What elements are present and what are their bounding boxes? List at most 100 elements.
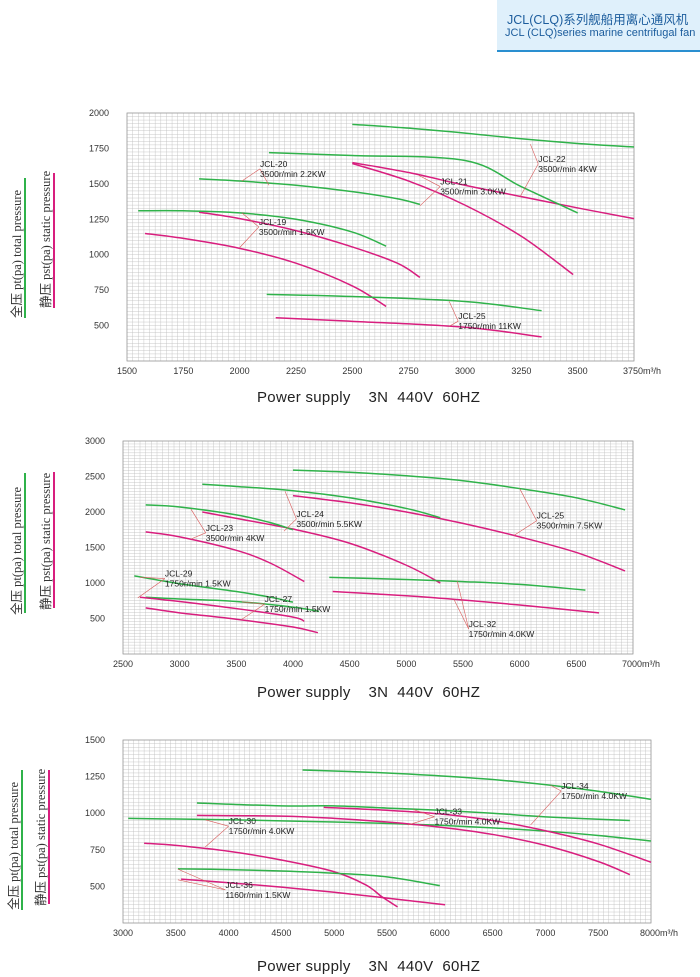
x-tick-label: 2500 [342, 366, 362, 376]
x-tick-label: 2750 [399, 366, 419, 376]
side-label-total: 全压 pt(pa) total pressure [10, 189, 24, 318]
grid [122, 440, 634, 655]
y-tick-label: 1250 [89, 214, 109, 224]
leader-line [239, 226, 260, 248]
annotation-model: JCL-21 [440, 177, 468, 187]
x-tick-label: 3250 [511, 366, 531, 376]
annotation-model: JCL-25 [537, 511, 565, 521]
curve-jcl-25-total [292, 469, 626, 511]
curve-jcl-32-total [329, 576, 586, 591]
title-chinese: JCL(CLQ)系列舰船用离心通风机 [507, 13, 689, 27]
curve-jcl-20-total [199, 178, 421, 206]
y-tick-label: 1500 [85, 543, 105, 553]
y-tick-label: 1000 [85, 578, 105, 588]
annotation-model: JCL-23 [206, 523, 234, 533]
leader-line [259, 168, 270, 186]
side-bar-total [21, 770, 23, 910]
curve-jcl-25-static [275, 317, 542, 338]
curve-jcl-36-static [181, 878, 446, 906]
annotation-model: JCL-20 [260, 159, 288, 169]
annotation-spec: 3500r/min 5.5KW [296, 519, 362, 529]
annotation-spec: 1750r/min 1.5KW [165, 579, 231, 589]
curve-jcl-25-total [266, 293, 542, 312]
x-tick-label: 6000 [430, 928, 450, 938]
y-tick-label: 500 [90, 614, 105, 624]
x-tick-label: 3750m³/h [623, 366, 661, 376]
annotation-model: JCL-33 [435, 807, 463, 817]
side-bar-total [24, 473, 26, 613]
chart-jcl-23-32: 2500 3000 3500 4000 4500 5000 5500 6000 6500 7000… [85, 436, 660, 669]
annotation-model: JCL-34 [561, 781, 589, 791]
x-tick-label: 7500 [588, 928, 608, 938]
annotation-model: JCL-30 [229, 816, 257, 826]
leader-line [190, 532, 206, 540]
grid [122, 739, 652, 924]
curve-jcl-22-static [352, 161, 635, 220]
curve-jcl-36-total [177, 868, 440, 887]
x-tick-label: 4500 [340, 659, 360, 669]
side-bar-static [48, 770, 50, 904]
curve-jcl-32-static [332, 590, 600, 614]
x-tick-label: 8000m³/h [640, 928, 678, 938]
x-tick-label: 3500 [166, 928, 186, 938]
side-label-static: 静压 pst(pa) static pressure [34, 768, 48, 906]
curve-jcl-34-static [323, 806, 652, 863]
y-tick-label: 1000 [89, 250, 109, 260]
curve-jcl-29-total [134, 575, 294, 603]
annotation-spec: 1750r/min 4.0KW [435, 817, 501, 827]
annotation-model: JCL-22 [538, 154, 566, 164]
leader-line [513, 520, 537, 536]
power-supply-label: Power supply 3N 440V 60HZ [257, 958, 481, 975]
y-tick-label: 500 [94, 321, 109, 331]
curve-jcl-21-static [352, 162, 574, 276]
leader-line [519, 163, 539, 197]
curve-jcl-25-static [292, 494, 626, 572]
annotation-spec: 3500r/min 4KW [206, 533, 265, 543]
leader-line [519, 488, 537, 521]
leader-line [448, 301, 459, 322]
x-tick-label: 4500 [271, 928, 291, 938]
leader-line [241, 168, 261, 182]
leader-line [449, 320, 459, 327]
annotation-model: JCL-27 [265, 594, 293, 604]
curve-jcl-30-static [144, 842, 398, 908]
annotation-model: JCL-36 [225, 880, 253, 890]
x-tick-label: 7000m³/h [622, 659, 660, 669]
leader-line [418, 175, 441, 187]
curve-jcl-27-total [145, 596, 320, 613]
x-tick-label: 5500 [377, 928, 397, 938]
leader-line [241, 212, 260, 228]
curve-jcl-19-static [144, 232, 387, 308]
curve-jcl-24-static [202, 511, 441, 584]
y-tick-label: 1000 [85, 808, 105, 818]
y-tick-label: 750 [94, 285, 109, 295]
power-supply-label: Power supply 3N 440V 60HZ [257, 684, 481, 701]
x-tick-label: 2500 [113, 659, 133, 669]
y-tick-label: 1500 [85, 735, 105, 745]
side-label-static: 静压 pst(pa) static pressure [39, 472, 53, 610]
side-label-total: 全压 pt(pa) total pressure [7, 781, 21, 910]
curve-jcl-22-total [352, 123, 635, 148]
x-tick-label: 2250 [286, 366, 306, 376]
header-title-box: JCL(CLQ)系列舰船用离心通风机 JCL (CLQ)series marin… [497, 0, 700, 52]
leader-line [137, 578, 166, 599]
chart-jcl-30-36: 3000 3500 4000 4500 5000 5500 6000 6500 7000 7500… [85, 735, 678, 938]
leader-line [177, 868, 226, 891]
x-tick-label: 1750 [173, 366, 193, 376]
x-tick-label: 3500 [226, 659, 246, 669]
x-tick-label: 3000 [455, 366, 475, 376]
curve-jcl-29-static [139, 596, 305, 623]
curve-jcl-27-static [145, 607, 319, 634]
plot-frame [126, 112, 635, 362]
y-tick-label: 1250 [85, 772, 105, 782]
annotation-model: JCL-29 [165, 569, 193, 579]
